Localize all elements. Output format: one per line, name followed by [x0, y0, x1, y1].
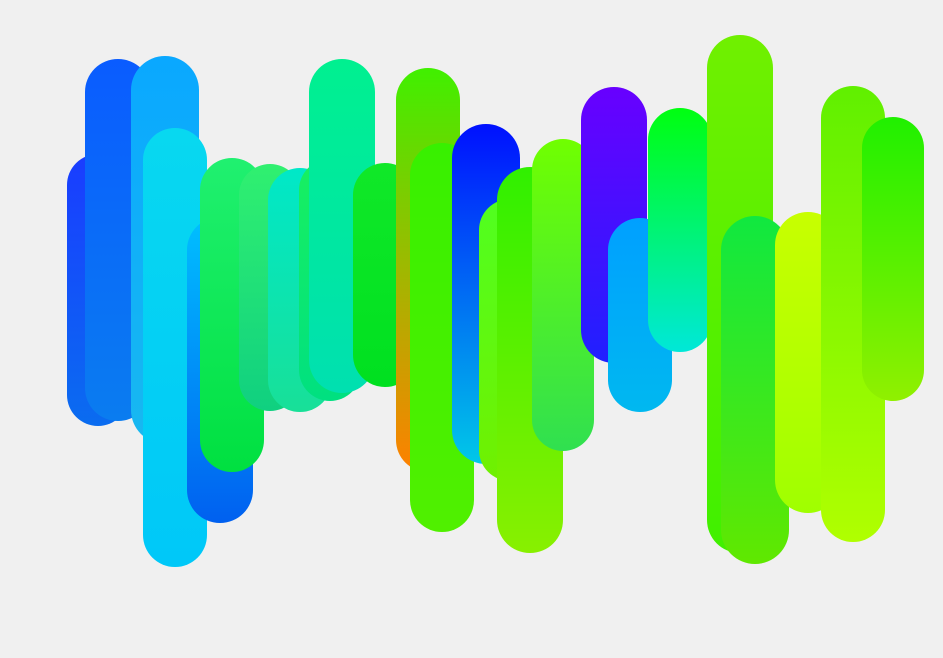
brush-stroke — [648, 108, 712, 352]
brush-stroke — [721, 216, 789, 564]
brush-stroke — [862, 117, 924, 401]
brush-stroke — [532, 139, 594, 451]
brush-strokes-group — [67, 35, 924, 567]
